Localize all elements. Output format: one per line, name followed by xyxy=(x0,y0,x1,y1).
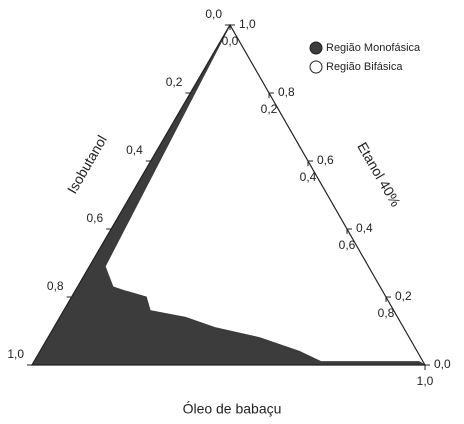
ethanol-tick-label: 0,4 xyxy=(356,221,373,235)
ethanol-tick-label: 0,6 xyxy=(317,153,334,167)
triangle-frame xyxy=(30,23,427,366)
oil-tick-label: 0,4 xyxy=(300,170,317,184)
right-axis-title: Etanol 40% xyxy=(354,139,404,209)
isobutanol-tick-label: 1,0 xyxy=(7,347,24,361)
ethanol-tick-label: 1,0 xyxy=(239,17,256,31)
legend-swatch xyxy=(309,60,323,74)
isobutanol-tick-label: 0,0 xyxy=(205,7,222,21)
ethanol-tick-label: 0,8 xyxy=(278,85,295,99)
isobutanol-tick-label: 0,2 xyxy=(166,75,183,89)
isobutanol-tick-label: 0,8 xyxy=(47,279,64,293)
isobutanol-tick-label: 0,4 xyxy=(126,143,143,157)
monophasic-region xyxy=(31,24,427,366)
bottom-axis-title: Óleo de babaçu xyxy=(183,401,282,417)
ethanol-tick-label: 0,0 xyxy=(434,357,451,371)
legend-label: Região Bifásica xyxy=(326,61,403,73)
oil-tick-label: 1,0 xyxy=(417,374,434,388)
oil-tick-label: 0,8 xyxy=(378,306,395,320)
oil-tick-label: 0,0 xyxy=(222,34,239,48)
legend-label: Região Monofásica xyxy=(326,42,421,54)
legend-swatch xyxy=(309,41,323,55)
oil-tick-label: 0,6 xyxy=(339,238,356,252)
isobutanol-tick-label: 0,6 xyxy=(87,211,104,225)
left-axis-title: Isobutanol xyxy=(64,132,110,196)
oil-tick-label: 0,2 xyxy=(261,102,278,116)
ethanol-tick-label: 0,2 xyxy=(395,289,412,303)
